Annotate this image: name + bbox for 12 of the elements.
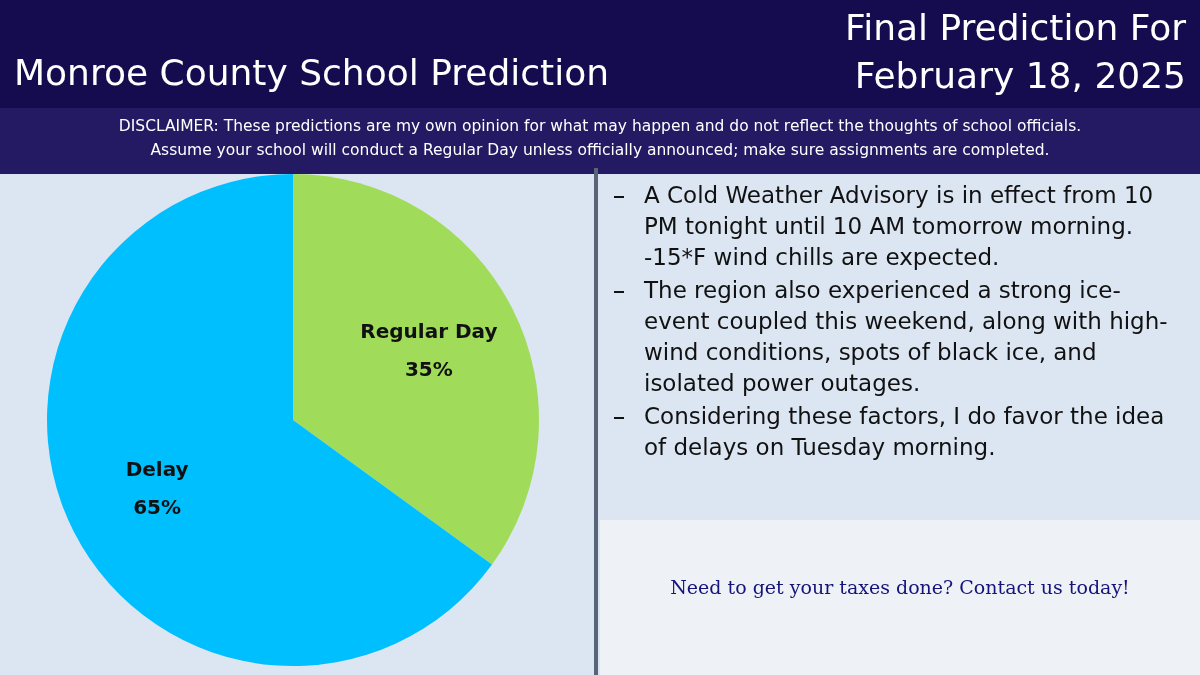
- text: A Cold Weather Advisory is in effect from 10 PM tonight until 10 AM tomorrow morning. -15*F wind chills are expected.: [644, 181, 1155, 272]
- data-label: 35%: [404, 356, 453, 381]
- slice-label: Delay: [125, 457, 189, 482]
- text: Need to get your taxes done? Contact us today!: [669, 576, 1131, 598]
- text: Final Prediction For February 18, 2025: [844, 6, 1186, 98]
- chart-title: Monroe County School Prediction: [14, 52, 609, 93]
- text: Considering these factors, I do favor the idea of delays on Tuesday morning.: [644, 402, 1166, 462]
- data-label: 65%: [133, 495, 182, 520]
- text: The region also experienced a strong ice-event coupled this weekend, along with high-wind conditions, spots of black ice, and isolated power outages.: [644, 276, 1169, 398]
- text: DISCLAIMER: These predictions are my own opinion for what may happen and do not reflect the thoughts of school officials.: [117, 116, 1083, 137]
- slice-label: Regular Day: [360, 318, 498, 343]
- text: Assume your school will conduct a Regular Day unless officially announced; make sure assignments are completed.: [149, 140, 1051, 161]
